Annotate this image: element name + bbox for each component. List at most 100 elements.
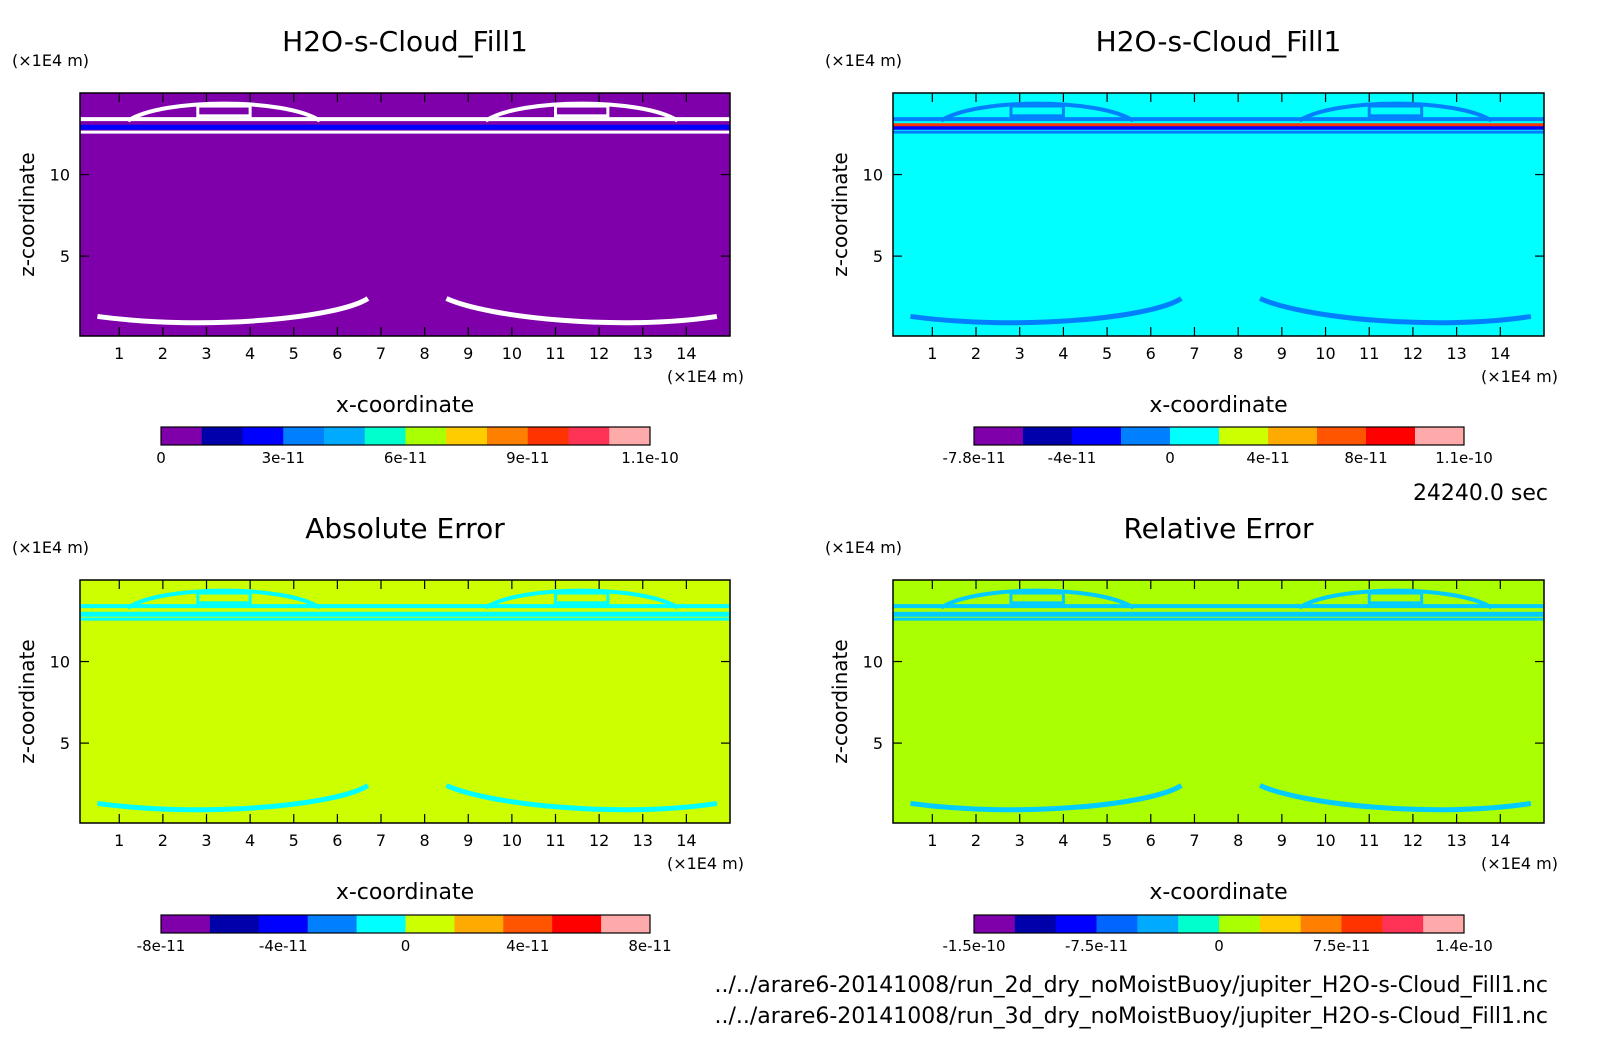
x-tick-label: 14: [676, 831, 696, 850]
plot-frame: [892, 92, 1545, 337]
x-tick-label: 1: [114, 344, 124, 363]
x-tick-label: 1: [927, 831, 937, 850]
colorbar-swatch: [1072, 427, 1122, 445]
colorbar-swatch: [568, 427, 610, 445]
colorbar-swatch: [601, 915, 651, 933]
x-tick-label: 13: [633, 344, 653, 363]
colorbar-swatch: [405, 915, 455, 933]
x-tick-label: 12: [1403, 831, 1423, 850]
x-axis-label: x-coordinate: [1149, 880, 1287, 905]
x-tick-label: 1: [114, 831, 124, 850]
colorbar-swatch: [1219, 427, 1269, 445]
plot-frame: [79, 92, 731, 337]
colorbar-swatch: [503, 915, 553, 933]
colorbar-swatch: [1121, 427, 1171, 445]
colorbar-label: 1.1e-10: [621, 449, 679, 467]
contour-box: [1009, 104, 1065, 118]
colorbar-swatch: [1415, 427, 1465, 445]
colorbar-swatch: [1259, 915, 1302, 933]
chart-panel-2: H2O-s-Cloud_Fill1(×1E4 m)1 2 3 4 5 6 7 8 9 10 11 12…: [825, 25, 1558, 467]
x-axis-label: x-coordinate: [1149, 393, 1287, 418]
colorbar-label: 7.5e-11: [1313, 937, 1371, 955]
contour-hump: [126, 588, 322, 610]
colorbar-swatch: [974, 915, 1016, 933]
x-axis-label: x-coordinate: [336, 880, 474, 905]
x-tick-label: 3: [1015, 831, 1025, 850]
x-tick-label: 8: [1233, 344, 1243, 363]
colorbar-label: 1.1e-10: [1435, 449, 1493, 467]
colorbar-swatch: [242, 427, 284, 445]
x-tick-label: 12: [589, 831, 609, 850]
contour-box: [554, 591, 610, 605]
y-tick-label: 5: [60, 247, 70, 266]
colorbar-swatch: [1170, 427, 1220, 445]
x-tick-label: 5: [289, 831, 299, 850]
x-tick-label: 6: [332, 831, 342, 850]
x-tick-label: 8: [420, 344, 430, 363]
x-tick-label: 11: [1359, 831, 1379, 850]
contour-hump: [1298, 588, 1493, 610]
colorbar-swatch: [1055, 915, 1097, 933]
x-tick-label: 6: [1146, 344, 1156, 363]
contour-arc-left: [910, 296, 1183, 326]
y-axis-label: z-coordinate: [828, 152, 852, 276]
colorbar-swatch: [1317, 427, 1367, 445]
x-tick-label: 5: [289, 344, 299, 363]
colorbar-label: -4e-11: [259, 937, 308, 955]
x-tick-label: 6: [1146, 831, 1156, 850]
y-tick-label: 10: [50, 166, 70, 185]
x-tick-label: 4: [245, 344, 255, 363]
colorbar-swatch: [1382, 915, 1424, 933]
x-tick-label: 7: [376, 831, 386, 850]
y-axis-label: z-coordinate: [15, 152, 39, 276]
x-tick-label: 11: [545, 831, 565, 850]
x-tick-label: 6: [332, 344, 342, 363]
contour-arc-left: [97, 783, 370, 813]
colorbar-swatch: [161, 915, 211, 933]
colorbar-label: 0: [1214, 937, 1224, 955]
contour-arc-left: [97, 296, 370, 326]
colorbar-label: -8e-11: [137, 937, 186, 955]
contour-arc-left: [910, 783, 1183, 813]
y-tick-label: 10: [50, 653, 70, 672]
contour-hump: [939, 101, 1135, 123]
x-tick-label: 9: [463, 831, 473, 850]
x-tick-label: 11: [545, 344, 565, 363]
y-tick-label: 5: [873, 247, 883, 266]
contour-box: [196, 591, 252, 605]
x-tick-label: 14: [1490, 344, 1510, 363]
x-tick-label: 8: [420, 831, 430, 850]
x-tick-label: 2: [971, 831, 981, 850]
x-tick-label: 13: [1446, 344, 1466, 363]
colorbar-swatch: [324, 427, 366, 445]
colorbar-label: -4e-11: [1048, 449, 1097, 467]
colorbar-swatch: [1023, 427, 1073, 445]
contour-arc-right: [1258, 783, 1532, 813]
contour-arc-right: [445, 783, 718, 813]
colorbar-label: 3e-11: [262, 449, 305, 467]
colorbar-label: -7.8e-11: [943, 449, 1006, 467]
x-tick-label: 13: [633, 831, 653, 850]
y-tick-label: 5: [873, 734, 883, 753]
x-tick-label: 7: [376, 344, 386, 363]
x-tick-label: 5: [1102, 831, 1112, 850]
x-tick-label: 14: [1490, 831, 1510, 850]
x-tick-label: 12: [589, 344, 609, 363]
x-tick-label: 11: [1359, 344, 1379, 363]
contour-box: [1009, 591, 1065, 605]
colorbar-swatch: [364, 427, 406, 445]
y-axis-label: z-coordinate: [15, 639, 39, 763]
x-unit-label: (×1E4 m): [667, 367, 744, 386]
contour-box: [554, 104, 610, 118]
colorbar-swatch: [1219, 915, 1261, 933]
x-tick-label: 7: [1189, 831, 1199, 850]
colorbar-frame: [160, 914, 651, 934]
x-tick-label: 2: [971, 344, 981, 363]
plot-frame: [79, 579, 731, 824]
colorbar-label: -7.5e-11: [1065, 937, 1128, 955]
colorbar-frame: [973, 426, 1465, 446]
colorbar-frame: [160, 426, 651, 446]
plot-frame: [892, 579, 1545, 824]
contour-hump: [939, 588, 1135, 610]
